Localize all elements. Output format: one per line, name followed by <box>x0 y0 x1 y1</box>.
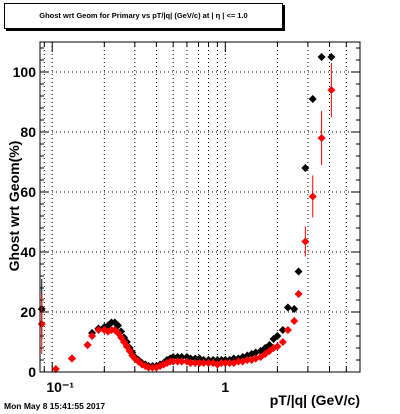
data-point <box>279 338 287 346</box>
y-tick-label: 0 <box>28 364 36 380</box>
y-axis-label: Ghost wrt Geom(%) <box>6 141 22 272</box>
y-tick-label: 100 <box>13 64 37 80</box>
data-point <box>68 355 76 363</box>
data-point <box>318 134 326 142</box>
axis-ticks <box>40 42 360 372</box>
plot-frame <box>40 42 360 372</box>
chart-title-box: Ghost wrt Geom for Primary vs pT/|q| (Ge… <box>4 3 283 29</box>
x-axis-label: pT/|q| (GeV/c) <box>270 392 360 408</box>
y-tick-label: 60 <box>20 184 36 200</box>
data-point <box>284 326 292 334</box>
timestamp-footer: Mon May 8 15:41:55 2017 <box>4 401 105 411</box>
data-point <box>318 53 326 61</box>
data-point <box>327 86 335 94</box>
data-point <box>295 268 303 276</box>
x-tick-label: 10⁻¹ <box>46 379 74 395</box>
data-point <box>327 53 335 61</box>
data-point <box>309 95 317 103</box>
tick-labels: 0 20 40 60 80 100 10⁻¹ 1 <box>13 64 230 395</box>
grid-lines <box>40 42 360 372</box>
y-tick-label: 20 <box>20 304 36 320</box>
data-point <box>290 317 298 325</box>
x-tick-label: 1 <box>221 379 229 395</box>
data-point <box>284 304 292 312</box>
data-point <box>295 290 303 298</box>
data-point <box>84 341 92 349</box>
data-points <box>38 53 336 373</box>
chart-title: Ghost wrt Geom for Primary vs pT/|q| (Ge… <box>5 11 282 20</box>
data-point <box>309 193 317 201</box>
y-tick-label: 40 <box>20 244 36 260</box>
y-tick-label: 80 <box>20 124 36 140</box>
